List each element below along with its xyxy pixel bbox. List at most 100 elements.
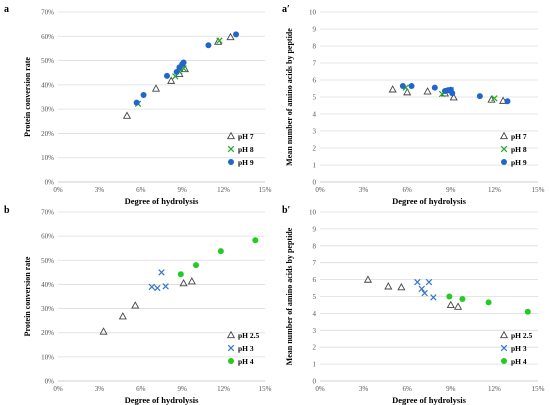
y-tick-label: 0 (313, 378, 317, 386)
data-point (177, 271, 184, 278)
legend-marker (501, 159, 507, 165)
x-tick-label: 12% (217, 186, 230, 194)
data-point (524, 308, 531, 315)
data-point (449, 90, 456, 97)
chart-panel-2: a′ 0 1 2 3 4 5 6 7 8 9 10 0% 3% 6% 9% 12% 15% Degree of hy… (282, 4, 545, 206)
data-point (122, 111, 132, 119)
data-point (459, 296, 466, 303)
x-tick-label: 0% (53, 385, 63, 393)
data-point (485, 299, 492, 306)
y-tick-label: 30% (41, 305, 54, 313)
data-point (148, 283, 156, 291)
y-tick-label: 50% (41, 257, 54, 265)
y-tick-label: 9 (313, 26, 317, 34)
y-tick-label: 4 (313, 111, 317, 119)
legend: pH 7 pH 8 pH 9 (226, 131, 254, 167)
data-point (421, 289, 428, 297)
y-tick-label: 2 (313, 344, 317, 352)
chart-panel-3: b 0% 10% 20% 30% 40% 50% 60% 70% 0% 3% 6% 9% 12% 15% De… (4, 205, 272, 405)
y-tick-label: 10 (309, 9, 317, 17)
data-point (397, 282, 406, 291)
panel-label: a (4, 4, 9, 15)
y-tick-label: 20% (41, 329, 54, 337)
data-point (167, 76, 176, 84)
series-1 (99, 277, 196, 335)
y-tick-label: 3 (313, 327, 317, 335)
legend-marker (227, 145, 235, 153)
data-point (226, 32, 235, 41)
y-tick-label: 6 (313, 276, 317, 284)
data-point (363, 275, 373, 283)
y-tick-label: 1 (313, 162, 317, 170)
y-tick-label: 5 (313, 94, 317, 102)
y-tick-label: 70% (41, 9, 54, 17)
x-tick-label: 15% (532, 385, 545, 393)
x-tick-label: 12% (488, 186, 501, 194)
y-tick-label: 7 (313, 60, 317, 68)
data-point (476, 93, 483, 100)
x-tick-label: 6% (136, 186, 146, 194)
x-tick-label: 12% (488, 385, 501, 393)
y-tick-label: 8 (313, 242, 317, 250)
legend-label: pH 8 (238, 145, 254, 154)
data-point (179, 278, 188, 287)
y-tick-label: 70% (41, 209, 54, 217)
data-point (414, 278, 421, 286)
series-3 (446, 293, 531, 315)
y-tick-label: 50% (41, 57, 54, 65)
data-point (216, 37, 223, 44)
x-tick-label: 6% (403, 385, 413, 393)
y-tick-label: 5 (313, 293, 317, 301)
legend-label: pH 3 (238, 344, 254, 353)
y-tick-label: 6 (313, 77, 317, 85)
x-tick-label: 6% (136, 385, 146, 393)
y-tick-label: 10% (41, 154, 54, 162)
y-axis-title: Mean number of amino acids by peptide (285, 227, 294, 365)
legend-marker (500, 145, 508, 153)
data-point (491, 95, 498, 102)
y-tick-label: 40% (41, 81, 54, 89)
legend-marker (226, 330, 236, 339)
legend-label: pH 4 (238, 357, 254, 366)
series-3 (177, 237, 259, 278)
panel-label: b′ (282, 205, 291, 216)
data-point (446, 293, 453, 300)
y-tick-label: 2 (313, 145, 317, 153)
data-point (180, 59, 187, 66)
panel-label: a′ (282, 4, 290, 15)
x-tick-label: 9% (178, 385, 188, 393)
x-tick-label: 9% (446, 385, 456, 393)
x-tick-label: 0% (315, 385, 325, 393)
y-tick-label: 10 (309, 209, 317, 217)
legend-marker (499, 131, 509, 140)
data-point (193, 262, 199, 269)
data-point (403, 88, 412, 96)
data-point (504, 98, 511, 105)
chart-panel-1: a 0% 10% 20% 30% 40% 50% 60% 70% 0% 3% 6% 9% 12% 15% De… (4, 4, 272, 206)
data-point (425, 278, 433, 286)
data-point (449, 93, 458, 101)
y-tick-label: 20% (41, 130, 54, 138)
legend-label: pH 2.5 (511, 331, 533, 340)
data-point (131, 301, 140, 309)
legend: pH 2.5 pH 3 pH 4 (226, 330, 260, 366)
legend-label: pH 4 (511, 357, 527, 366)
legend-marker (226, 131, 236, 140)
data-point (384, 282, 393, 290)
legend-marker (500, 344, 508, 352)
data-point (151, 84, 161, 92)
series-2 (414, 278, 437, 301)
data-point (408, 82, 415, 89)
data-point (140, 92, 147, 99)
data-point (217, 248, 224, 255)
legend-marker (228, 159, 234, 165)
x-tick-label: 15% (532, 186, 545, 194)
y-tick-label: 4 (313, 310, 317, 318)
legend-label: pH 3 (511, 344, 527, 353)
data-point (252, 237, 259, 244)
data-point (133, 99, 140, 106)
x-axis-title: Degree of hydrolysis (392, 196, 467, 206)
y-tick-label: 60% (41, 33, 54, 41)
x-axis-title: Degree of hydrolysis (392, 395, 467, 405)
